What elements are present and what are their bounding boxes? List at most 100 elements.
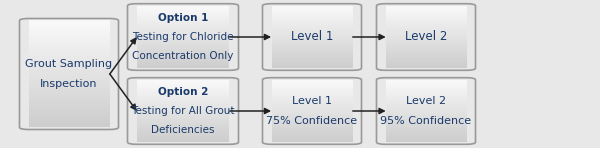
FancyBboxPatch shape [29, 120, 110, 124]
FancyBboxPatch shape [271, 16, 353, 18]
FancyBboxPatch shape [29, 81, 110, 85]
FancyBboxPatch shape [271, 111, 353, 113]
Text: Level 1: Level 1 [292, 96, 332, 106]
FancyBboxPatch shape [271, 14, 353, 16]
FancyBboxPatch shape [386, 22, 467, 25]
FancyBboxPatch shape [137, 133, 229, 136]
FancyBboxPatch shape [271, 109, 353, 111]
FancyBboxPatch shape [271, 39, 353, 41]
FancyBboxPatch shape [386, 8, 467, 10]
FancyBboxPatch shape [137, 123, 229, 126]
FancyBboxPatch shape [137, 53, 229, 56]
FancyBboxPatch shape [29, 106, 110, 110]
FancyBboxPatch shape [137, 92, 229, 94]
FancyBboxPatch shape [29, 24, 110, 28]
FancyBboxPatch shape [29, 116, 110, 120]
FancyBboxPatch shape [137, 43, 229, 45]
Text: Level 2: Level 2 [405, 30, 447, 44]
Text: Option 2: Option 2 [158, 87, 208, 97]
FancyBboxPatch shape [386, 140, 467, 142]
FancyBboxPatch shape [271, 33, 353, 35]
FancyBboxPatch shape [386, 138, 467, 140]
FancyBboxPatch shape [386, 90, 467, 92]
FancyBboxPatch shape [271, 6, 353, 8]
FancyBboxPatch shape [271, 24, 353, 27]
Text: Concentration Only: Concentration Only [133, 51, 233, 61]
Text: Testing for Chloride: Testing for Chloride [132, 32, 234, 42]
FancyBboxPatch shape [137, 66, 229, 68]
FancyBboxPatch shape [29, 49, 110, 53]
FancyBboxPatch shape [271, 86, 353, 88]
FancyBboxPatch shape [271, 80, 353, 82]
FancyBboxPatch shape [386, 121, 467, 123]
FancyBboxPatch shape [29, 52, 110, 56]
FancyBboxPatch shape [137, 45, 229, 47]
FancyBboxPatch shape [137, 84, 229, 86]
Text: Deficiencies: Deficiencies [151, 125, 215, 135]
FancyBboxPatch shape [137, 107, 229, 109]
FancyBboxPatch shape [137, 109, 229, 111]
FancyBboxPatch shape [137, 121, 229, 123]
FancyBboxPatch shape [137, 39, 229, 41]
FancyBboxPatch shape [137, 136, 229, 138]
FancyBboxPatch shape [386, 59, 467, 62]
FancyBboxPatch shape [271, 125, 353, 128]
FancyBboxPatch shape [137, 49, 229, 52]
FancyBboxPatch shape [29, 91, 110, 95]
FancyBboxPatch shape [386, 33, 467, 35]
FancyBboxPatch shape [29, 28, 110, 31]
FancyBboxPatch shape [137, 33, 229, 35]
FancyBboxPatch shape [386, 45, 467, 47]
FancyBboxPatch shape [386, 18, 467, 20]
FancyBboxPatch shape [271, 55, 353, 58]
FancyBboxPatch shape [386, 123, 467, 126]
Text: Level 1: Level 1 [291, 30, 333, 44]
FancyBboxPatch shape [386, 119, 467, 121]
FancyBboxPatch shape [137, 16, 229, 18]
FancyBboxPatch shape [271, 115, 353, 117]
FancyBboxPatch shape [271, 133, 353, 136]
FancyBboxPatch shape [386, 127, 467, 130]
FancyBboxPatch shape [386, 86, 467, 88]
FancyBboxPatch shape [137, 47, 229, 49]
FancyBboxPatch shape [29, 95, 110, 99]
FancyBboxPatch shape [386, 43, 467, 45]
FancyBboxPatch shape [271, 59, 353, 62]
Text: Grout Sampling: Grout Sampling [25, 59, 113, 69]
FancyBboxPatch shape [137, 125, 229, 128]
FancyBboxPatch shape [29, 38, 110, 42]
FancyBboxPatch shape [271, 41, 353, 43]
FancyBboxPatch shape [386, 55, 467, 58]
FancyBboxPatch shape [271, 47, 353, 49]
FancyBboxPatch shape [29, 109, 110, 113]
FancyBboxPatch shape [386, 107, 467, 109]
FancyBboxPatch shape [271, 53, 353, 56]
FancyBboxPatch shape [271, 18, 353, 20]
FancyBboxPatch shape [137, 82, 229, 84]
FancyBboxPatch shape [137, 35, 229, 37]
FancyBboxPatch shape [386, 88, 467, 90]
FancyBboxPatch shape [271, 121, 353, 123]
FancyBboxPatch shape [29, 59, 110, 63]
FancyBboxPatch shape [137, 88, 229, 90]
FancyBboxPatch shape [386, 96, 467, 99]
FancyBboxPatch shape [137, 131, 229, 134]
FancyBboxPatch shape [137, 62, 229, 64]
FancyBboxPatch shape [386, 47, 467, 49]
FancyBboxPatch shape [271, 96, 353, 99]
FancyBboxPatch shape [271, 92, 353, 94]
FancyBboxPatch shape [29, 63, 110, 67]
FancyBboxPatch shape [137, 41, 229, 43]
FancyBboxPatch shape [137, 57, 229, 60]
FancyBboxPatch shape [137, 140, 229, 142]
FancyBboxPatch shape [386, 115, 467, 117]
FancyBboxPatch shape [386, 35, 467, 37]
FancyBboxPatch shape [271, 12, 353, 14]
FancyBboxPatch shape [271, 90, 353, 92]
FancyBboxPatch shape [386, 6, 467, 8]
FancyBboxPatch shape [386, 51, 467, 54]
FancyBboxPatch shape [386, 53, 467, 56]
FancyBboxPatch shape [386, 30, 467, 33]
FancyBboxPatch shape [271, 113, 353, 115]
FancyBboxPatch shape [386, 24, 467, 27]
